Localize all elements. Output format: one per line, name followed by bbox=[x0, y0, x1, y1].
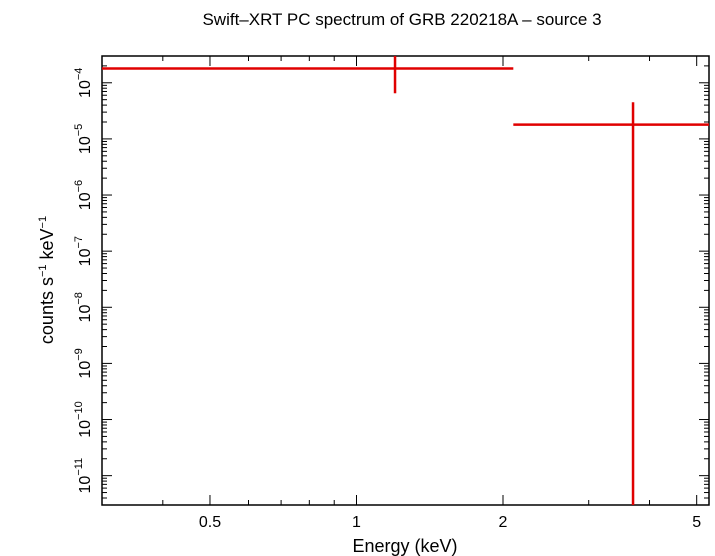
x-tick-label: 0.5 bbox=[199, 514, 221, 531]
data-point bbox=[102, 56, 514, 94]
y-tick-label: 10−8 bbox=[73, 292, 94, 322]
y-tick-label: 10−7 bbox=[73, 236, 94, 266]
x-axis-title: Energy (keV) bbox=[352, 536, 457, 556]
y-tick-label: 10−10 bbox=[73, 401, 94, 437]
axis-ticks: 0.5 1 2 5 10−4 10−5 10−6 10−7 10−8 10−9 10−10 10−11 bbox=[73, 56, 709, 531]
data-point bbox=[513, 102, 709, 505]
x-tick-label: 5 bbox=[692, 514, 701, 531]
y-tick-label: 10−5 bbox=[73, 124, 94, 154]
y-tick-label: 10−6 bbox=[73, 180, 94, 210]
y-tick-label: 10−11 bbox=[73, 458, 94, 494]
x-tick-label: 2 bbox=[499, 514, 508, 531]
y-axis-title: counts s−1 keV−1 bbox=[37, 216, 57, 344]
y-tick-label: 10−9 bbox=[73, 348, 94, 378]
data-series bbox=[102, 56, 709, 505]
x-tick-label: 1 bbox=[352, 514, 361, 531]
chart-title: Swift–XRT PC spectrum of GRB 220218A – s… bbox=[202, 10, 601, 29]
y-tick-label: 10−4 bbox=[73, 68, 94, 98]
